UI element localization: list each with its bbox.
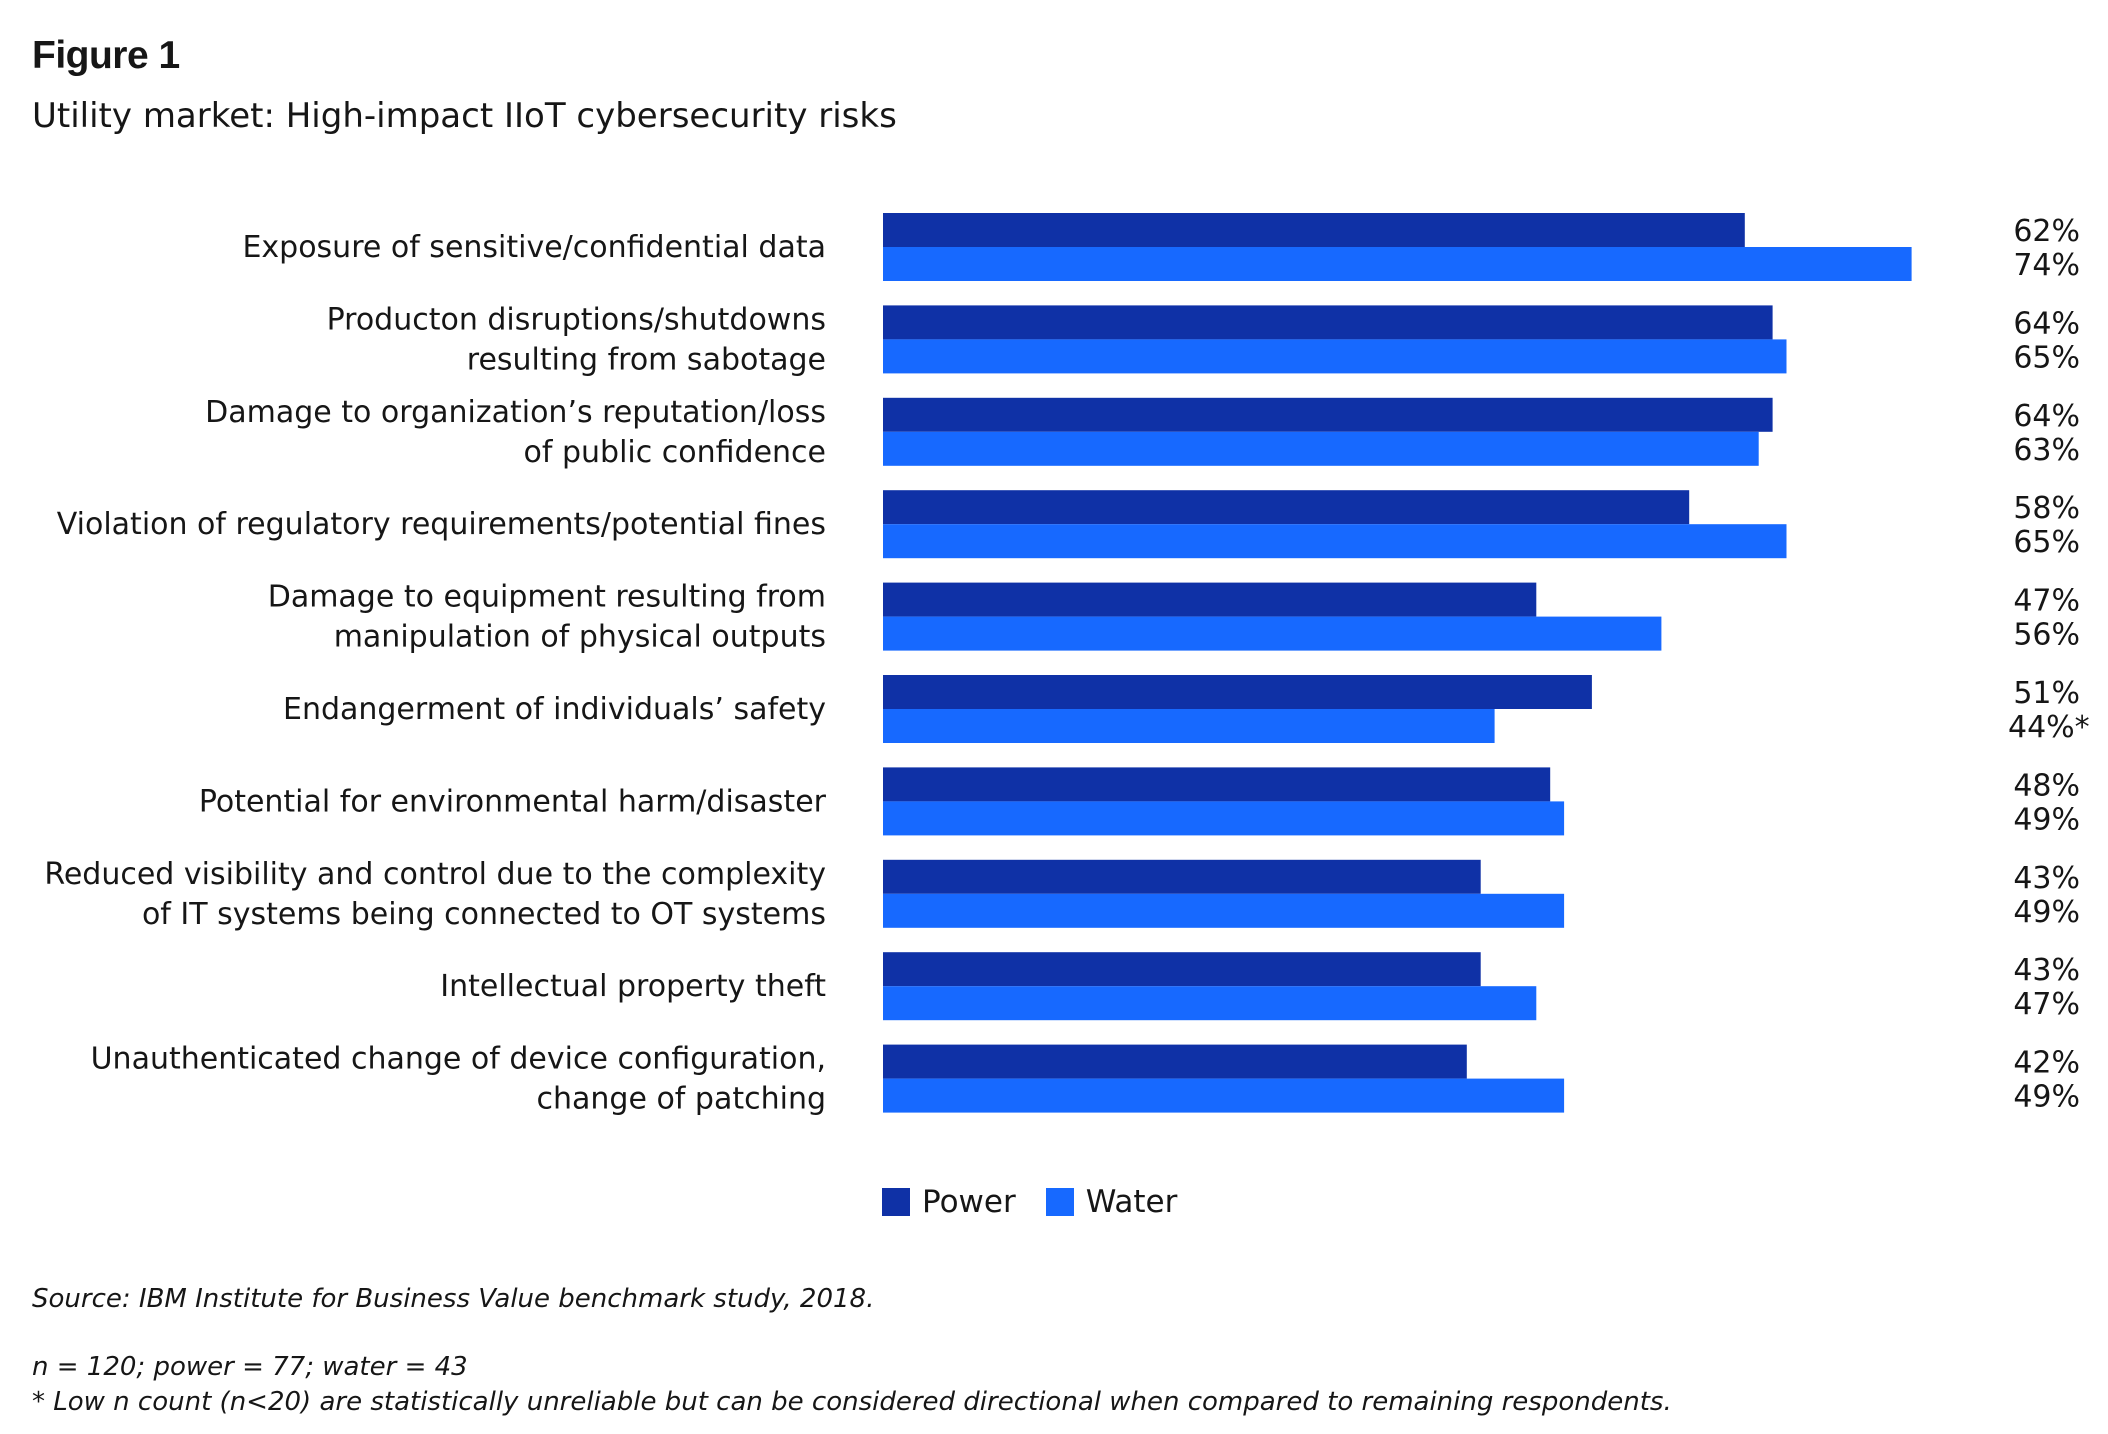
bar-power xyxy=(883,952,1481,987)
bar-power xyxy=(883,1044,1467,1079)
bar-water xyxy=(883,339,1787,374)
bar-power xyxy=(883,859,1481,894)
value-label-power: 62% xyxy=(2013,214,2080,249)
legend-item-water: Water xyxy=(1045,1184,1178,1220)
value-label-power: 64% xyxy=(2013,399,2080,434)
figure-label: Figure 1 xyxy=(32,34,180,77)
category-label: Endangerment of individuals’ safety xyxy=(283,692,826,727)
bar-water xyxy=(883,1078,1565,1113)
source-note: Source: IBM Institute for Business Value… xyxy=(32,1284,875,1314)
bar-water xyxy=(883,524,1787,559)
value-label-power: 51% xyxy=(2013,676,2080,711)
category-label: Potential for environmental harm/disaste… xyxy=(199,784,827,819)
value-label-water: 74% xyxy=(2013,248,2080,283)
value-label-water: 47% xyxy=(2013,987,2080,1022)
bar-water xyxy=(883,893,1565,928)
bar-power xyxy=(883,213,1745,247)
value-label-power: 48% xyxy=(2013,768,2080,803)
value-label-water: 65% xyxy=(2013,525,2080,560)
legend-swatch-power xyxy=(882,1188,910,1216)
category-label: Reduced visibility and control due to th… xyxy=(44,857,826,932)
category-label: Violation of regulatory requirements/pot… xyxy=(57,507,826,542)
chart-legend: Power Water xyxy=(882,1184,1207,1220)
category-label: Intellectual property theft xyxy=(440,969,826,1004)
value-label-power: 64% xyxy=(2013,306,2080,341)
bar-water xyxy=(883,986,1537,1021)
value-label-water: 63% xyxy=(2013,433,2080,468)
legend-label-water: Water xyxy=(1085,1184,1178,1220)
bar-power xyxy=(883,675,1592,709)
value-label-power: 47% xyxy=(2013,584,2080,619)
legend-item-power: Power xyxy=(882,1184,1016,1220)
value-label-water: 65% xyxy=(2013,340,2080,375)
bar-power xyxy=(883,490,1690,525)
low-n-footnote: * Low n count (n<20) are statistically u… xyxy=(32,1387,1672,1417)
value-label-water: 49% xyxy=(2013,1080,2080,1115)
value-label-water: 49% xyxy=(2013,895,2080,930)
value-label-power: 43% xyxy=(2013,861,2080,896)
bar-power xyxy=(883,305,1773,340)
value-label-water: 44%* xyxy=(2008,710,2090,745)
legend-swatch-water xyxy=(1045,1188,1074,1216)
category-label: Unauthenticated change of device configu… xyxy=(91,1042,826,1117)
value-label-water: 56% xyxy=(2013,618,2080,653)
bar-water xyxy=(883,801,1565,836)
chart-subtitle: Utility market: High-impact IIoT cyberse… xyxy=(32,96,897,136)
bar-power xyxy=(883,397,1773,432)
category-label: Damage to equipment resulting from manipu… xyxy=(268,580,826,655)
bar-water xyxy=(883,431,1759,466)
bar-power xyxy=(883,582,1537,617)
category-label: Exposure of sensitive/confidential data xyxy=(242,230,826,265)
bar-chart: Exposure of sensitive/confidential data 6… xyxy=(44,213,2090,1117)
value-label-power: 42% xyxy=(2013,1046,2080,1081)
bar-water xyxy=(883,709,1495,743)
bar-water xyxy=(883,247,1912,281)
bar-water xyxy=(883,616,1662,651)
category-label: Damage to organization’s reputation/loss… xyxy=(205,395,826,470)
sample-size-note: n = 120; power = 77; water = 43 xyxy=(32,1352,468,1382)
legend-label-power: Power xyxy=(922,1184,1016,1220)
category-label: Producton disruptions/shutdowns resulting… xyxy=(327,302,826,377)
value-label-power: 58% xyxy=(2013,491,2080,526)
value-label-power: 43% xyxy=(2013,953,2080,988)
bar-power xyxy=(883,767,1551,802)
value-label-water: 49% xyxy=(2013,802,2080,837)
